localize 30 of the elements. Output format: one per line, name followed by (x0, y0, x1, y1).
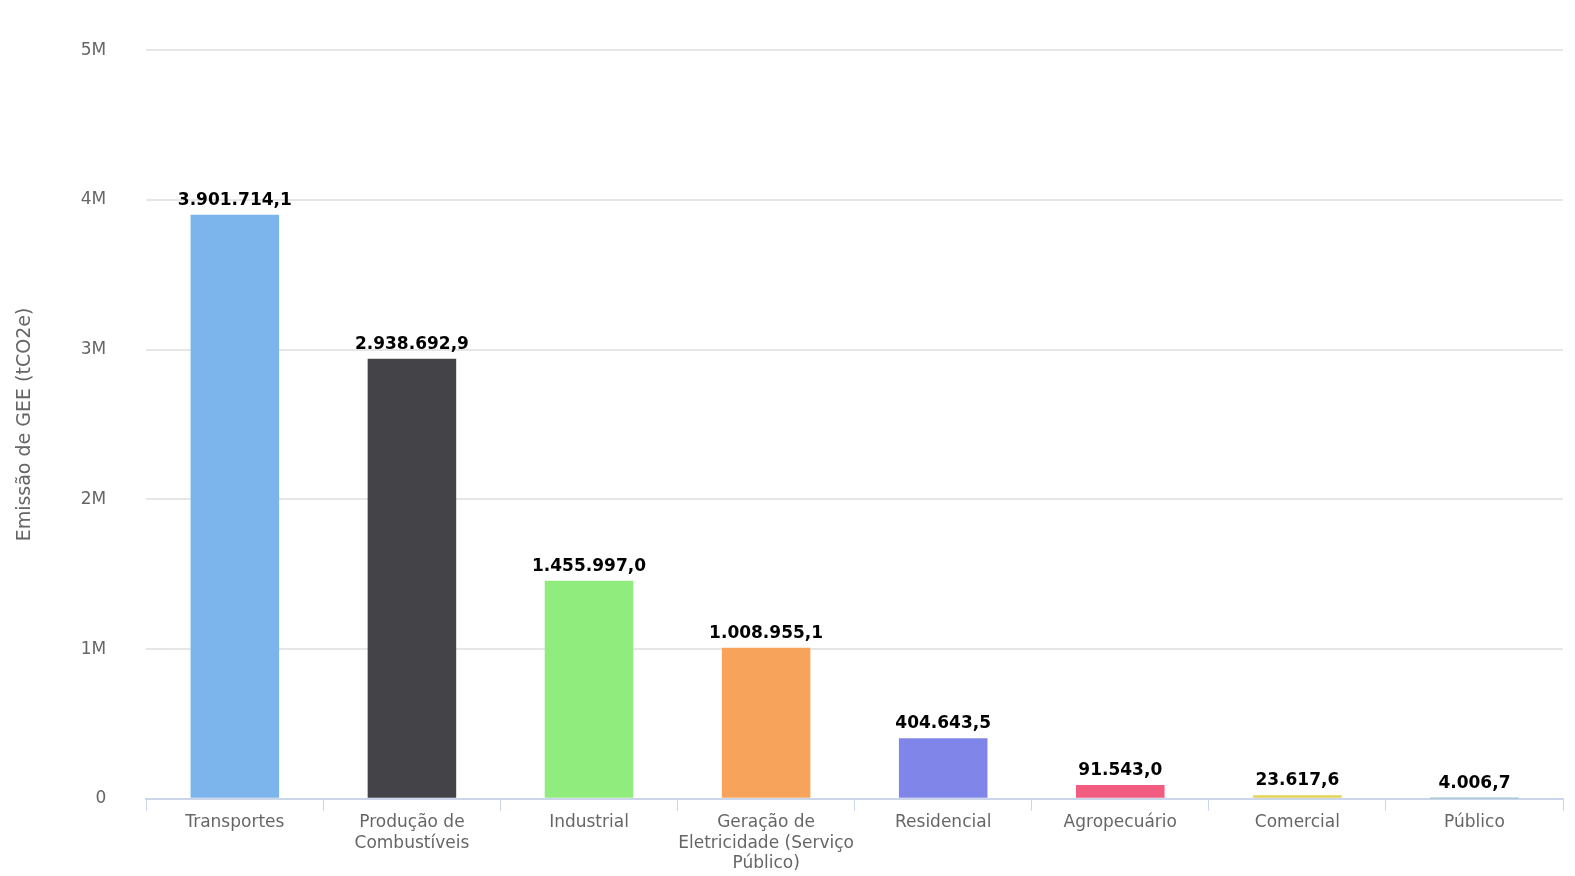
x-tick-label: Industrial (549, 811, 629, 832)
x-tick-label: Geração de Eletricidade (Serviço Público) (678, 811, 854, 873)
y-axis-title: Emissão de GEE (tCO2e) (12, 307, 35, 542)
y-tick-label: 0 (95, 787, 107, 808)
bar (367, 358, 457, 798)
data-label: 4.006,7 (1438, 772, 1511, 793)
x-tick-label: Agropecuário (1063, 811, 1177, 832)
y-tick-label: 4M (80, 188, 107, 209)
y-tick-label: 5M (80, 38, 107, 59)
x-tick-label: Produção de Combustíveis (354, 811, 470, 852)
x-tick-label: Transportes (184, 811, 285, 832)
x-tick-label: Comercial (1254, 811, 1340, 832)
bar (544, 580, 634, 798)
y-tick-label: 1M (80, 637, 107, 658)
bar (1253, 795, 1342, 798)
bar (190, 214, 280, 798)
bar (1076, 785, 1165, 798)
x-tick-label: Público (1444, 811, 1505, 832)
bar (721, 647, 811, 798)
data-label: 2.938.692,9 (354, 332, 469, 353)
data-label: 1.008.955,1 (709, 621, 824, 642)
data-label: 1.455.997,0 (532, 554, 647, 575)
data-label: 3.901.714,1 (177, 188, 292, 209)
y-tick-label: 3M (80, 338, 107, 359)
bar (898, 738, 988, 798)
data-label: 23.617,6 (1255, 769, 1340, 790)
data-label: 404.643,5 (895, 712, 992, 733)
x-tick-label: Residencial (895, 811, 992, 832)
y-tick-label: 2M (80, 487, 107, 508)
data-label: 91.543,0 (1078, 759, 1163, 780)
